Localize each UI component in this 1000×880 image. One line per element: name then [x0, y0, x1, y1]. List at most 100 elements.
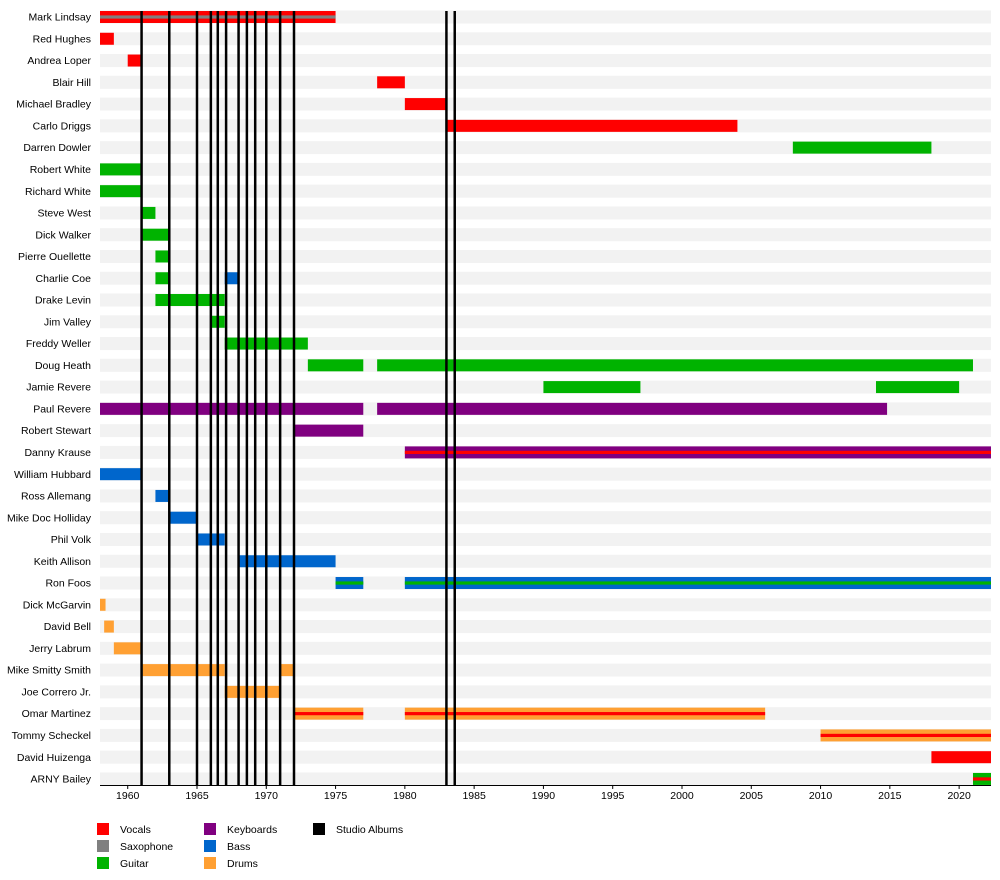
x-tick-label: 2000: [670, 790, 694, 802]
member-bar-drums: [100, 598, 106, 611]
member-bar-drums: [104, 620, 114, 633]
row-stripes: [100, 10, 991, 786]
member-bar-keyboards: [377, 402, 888, 415]
member-bar-guitar: [141, 206, 156, 219]
member-name-label: Robert White: [30, 164, 91, 176]
x-tick-label: 1980: [393, 790, 417, 802]
x-tick-label: 1965: [185, 790, 209, 802]
row-stripe: [100, 620, 991, 634]
member-labels: Mark Lindsay Red Hughes Andrea Loper Blair …: [7, 12, 92, 786]
member-bar-accent-vocals: [293, 712, 364, 716]
x-tick-label: 1990: [532, 790, 556, 802]
member-bar-guitar: [155, 294, 225, 307]
member-bar-guitar: [100, 185, 142, 198]
x-tick-label: 2010: [809, 790, 833, 802]
member-name-label: Blair Hill: [52, 77, 91, 89]
row-stripe: [100, 772, 991, 786]
member-bar-vocals: [446, 119, 738, 132]
member-bar-accent-vocals: [820, 733, 991, 738]
member-bar-vocals: [100, 32, 114, 45]
member-name-label: Jim Valley: [44, 316, 92, 328]
member-name-label: Carlo Driggs: [33, 120, 91, 132]
member-name-label: Tommy Scheckel: [12, 730, 91, 742]
member-bar-accent-guitar: [335, 581, 364, 585]
row-stripe: [100, 206, 991, 220]
member-name-label: Pierre Ouellette: [18, 251, 91, 263]
legend-swatch-guitar: [97, 857, 109, 869]
member-name-label: Mike Smitty Smith: [7, 665, 91, 677]
legend-swatch-bass: [204, 840, 216, 852]
legend-label-bass: Bass: [227, 841, 250, 853]
legend-swatch-saxophone: [97, 840, 109, 852]
member-bar-drums: [113, 642, 142, 655]
x-tick-label: 1995: [601, 790, 625, 802]
x-axis: 1960 1965 1970 1975 1980 1985 1990 1995 2000 2005…: [100, 784, 991, 802]
row-stripe: [100, 249, 991, 263]
member-bar-accent-vocals: [404, 712, 766, 716]
member-bar-bass: [224, 272, 239, 285]
member-name-label: Freddy Weller: [26, 338, 92, 350]
member-name-label: Mike Doc Holliday: [7, 512, 92, 524]
x-tick-label: 1970: [255, 790, 279, 802]
member-name-label: Michael Bradley: [16, 99, 91, 111]
legend-label-drums: Drums: [227, 858, 258, 870]
legend-label-guitar: Guitar: [120, 858, 149, 870]
x-tick-label: 2005: [740, 790, 764, 802]
studio-album-lines: [140, 11, 456, 785]
member-bar-guitar: [155, 272, 170, 285]
member-name-label: Omar Martinez: [22, 708, 91, 720]
member-bar-drums: [141, 664, 225, 677]
member-bar-vocals: [931, 751, 991, 764]
member-name-label: Jerry Labrum: [29, 643, 91, 655]
row-stripe: [100, 75, 991, 89]
row-stripe: [100, 54, 991, 68]
row-stripe: [100, 162, 991, 176]
member-name-label: William Hubbard: [14, 469, 91, 481]
member-bar-keyboards: [100, 402, 364, 415]
legend-label-saxophone: Saxophone: [120, 841, 173, 853]
member-name-label: Darren Dowler: [23, 142, 91, 154]
row-stripe: [100, 271, 991, 285]
member-name-label: David Bell: [44, 621, 91, 633]
legend-swatch-keyboards: [204, 823, 216, 835]
member-bar-drums: [224, 685, 281, 698]
member-name-label: Steve West: [38, 208, 92, 220]
member-name-label: ARNY Bailey: [31, 774, 92, 786]
x-tick-label: 1975: [324, 790, 348, 802]
member-name-label: Doug Heath: [35, 360, 91, 372]
x-tick-label: 1960: [116, 790, 140, 802]
x-tick-label: 2015: [878, 790, 902, 802]
member-name-label: David Huizenga: [17, 752, 91, 764]
row-stripe: [100, 685, 991, 699]
legend-swatch-studio_albums: [313, 823, 325, 835]
row-stripe: [100, 32, 991, 46]
member-bar-accent-guitar: [404, 581, 991, 585]
member-bar-vocals: [377, 76, 405, 89]
legend-label-vocals: Vocals: [120, 824, 151, 836]
member-bar-bass: [100, 468, 142, 481]
row-stripe: [100, 641, 991, 655]
row-stripe: [100, 184, 991, 198]
member-bar-guitar: [875, 381, 960, 394]
member-name-label: Dick McGarvin: [23, 599, 91, 611]
member-bar-guitar: [792, 141, 932, 154]
legend-swatch-vocals: [97, 823, 109, 835]
row-stripe: [100, 424, 991, 438]
member-name-label: Robert Stewart: [21, 425, 91, 437]
member-name-label: Danny Krause: [24, 447, 91, 459]
row-stripe: [100, 337, 991, 351]
member-name-label: Mark Lindsay: [29, 12, 92, 24]
member-name-label: Drake Levin: [35, 295, 91, 307]
member-name-label: Charlie Coe: [36, 273, 92, 285]
member-name-label: Ron Foos: [45, 578, 91, 590]
member-name-label: Richard White: [25, 186, 91, 198]
member-bar-vocals: [127, 54, 142, 67]
row-stripe: [100, 750, 991, 764]
row-stripe: [100, 228, 991, 242]
member-bar-keyboards: [293, 424, 364, 437]
legend-label-keyboards: Keyboards: [227, 824, 277, 836]
row-stripe: [100, 728, 991, 742]
x-tick-label: 2020: [947, 790, 971, 802]
legend-swatch-drums: [204, 857, 216, 869]
member-name-label: Red Hughes: [33, 33, 91, 45]
